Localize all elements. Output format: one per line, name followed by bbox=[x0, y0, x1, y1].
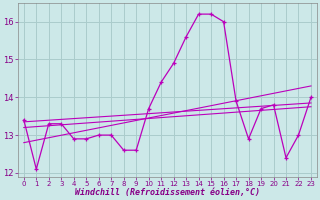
X-axis label: Windchill (Refroidissement éolien,°C): Windchill (Refroidissement éolien,°C) bbox=[75, 188, 260, 197]
